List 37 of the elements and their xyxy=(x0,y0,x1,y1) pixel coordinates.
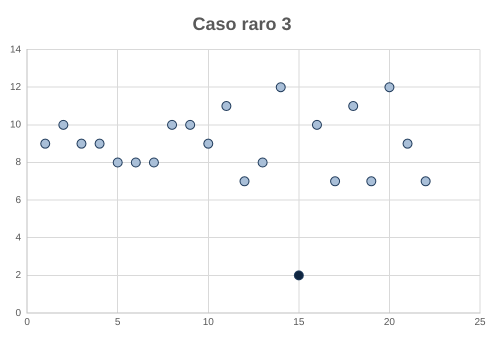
point xyxy=(348,101,358,112)
chart-title: Caso raro 3 xyxy=(192,14,292,34)
point xyxy=(40,138,50,149)
y-tick-label: 12 xyxy=(10,82,22,93)
x-tick-label: 10 xyxy=(202,316,214,328)
x-tick-label: 20 xyxy=(384,316,396,328)
point xyxy=(240,176,250,186)
y-tick-label: 8 xyxy=(16,157,22,168)
point xyxy=(167,120,178,130)
point xyxy=(148,157,159,168)
y-tick-label: 10 xyxy=(10,120,22,131)
point xyxy=(330,176,340,186)
x-tick-label: 0 xyxy=(24,316,30,328)
x-tick-label: 15 xyxy=(293,316,305,328)
y-tick-label: 6 xyxy=(16,194,22,206)
point xyxy=(130,157,141,168)
point xyxy=(294,270,304,280)
point xyxy=(420,176,431,186)
point xyxy=(76,138,86,149)
point xyxy=(185,120,196,130)
point xyxy=(94,138,105,149)
point xyxy=(276,82,286,92)
y-tick-label: 4 xyxy=(16,232,22,244)
point xyxy=(312,120,322,130)
point xyxy=(258,157,268,168)
point xyxy=(203,138,214,149)
point xyxy=(384,82,394,92)
y-tick-label: 2 xyxy=(16,270,22,282)
point xyxy=(58,120,68,130)
x-tick-label: 25 xyxy=(474,316,486,328)
point xyxy=(402,138,413,149)
y-tick-label: 0 xyxy=(16,308,22,319)
point xyxy=(366,176,376,186)
point xyxy=(112,157,123,168)
point xyxy=(221,101,232,112)
y-tick-label: 14 xyxy=(10,44,22,56)
x-tick-label: 5 xyxy=(114,316,121,328)
